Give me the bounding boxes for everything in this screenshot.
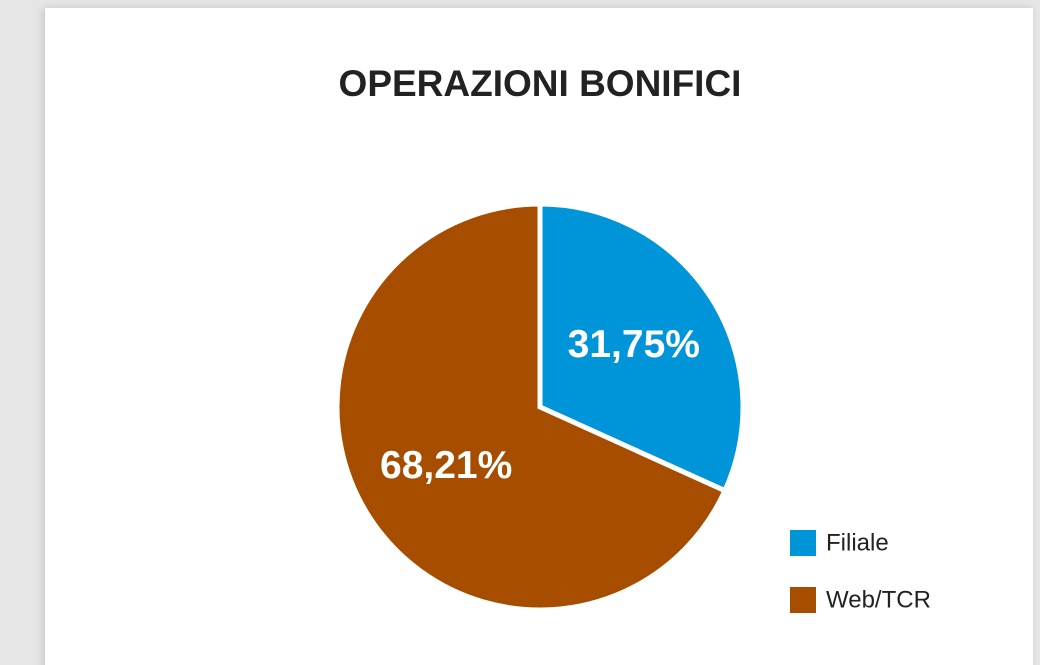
data-label: 68,21%	[380, 444, 512, 487]
legend-swatch	[790, 587, 816, 613]
pie-slice	[537, 201, 746, 494]
legend-label: Filiale	[826, 529, 889, 556]
chart-title: OPERAZIONI BONIFICI	[339, 63, 742, 104]
legend-label: Web/TCR	[826, 586, 931, 613]
data-label: 31,75%	[568, 323, 700, 366]
legend-swatch	[790, 530, 816, 556]
pie-slice	[334, 201, 729, 613]
